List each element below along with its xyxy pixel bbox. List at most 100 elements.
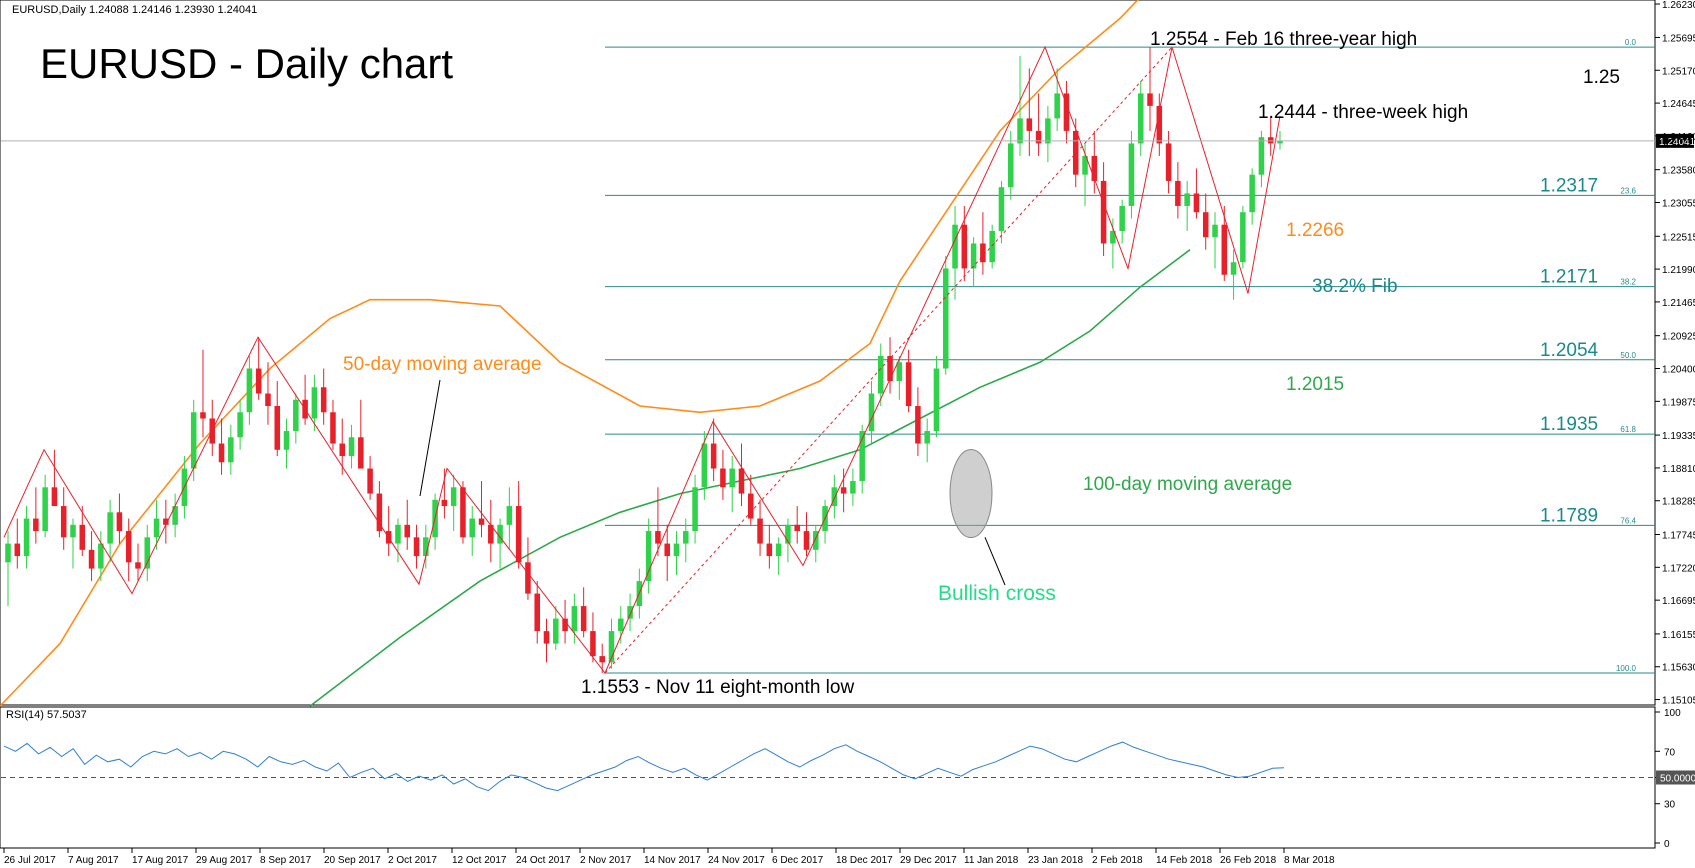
candle-body-24 [228,437,234,463]
date-axis: 26 Jul 2017 7 Aug 2017 17 Aug 2017 29 Aug 2… [3,848,1335,866]
candle-body-79 [738,468,745,494]
candle-body-124 [1156,105,1163,144]
candle-body-8 [79,524,86,550]
candle-body-93 [868,393,875,432]
candle-body-86 [803,531,810,550]
candle-body-52 [488,524,494,544]
price-tick-label-5: 1.23580 [1662,166,1695,177]
candle-body-30 [283,431,290,450]
ma100-value-label: 1.2015 [1286,374,1344,395]
candle-body-112 [1045,118,1051,144]
date-tick-label-17: 2 Feb 2018 [1092,855,1143,866]
fib-pct-3: 50.0 [1620,351,1636,360]
date-tick-label-4: 8 Sep 2017 [260,855,312,866]
fib-pct-6: 100.0 [1616,664,1637,673]
candle-body-0 [5,543,11,563]
price-tick-label-7: 1.22515 [1662,232,1695,243]
current-price-value: 1.24041 [1659,137,1695,148]
candle-body-43 [404,524,411,538]
price-tick-label-14: 1.18810 [1662,464,1695,475]
date-tick-label-16: 23 Jan 2018 [1028,855,1083,866]
candle-body-80 [748,493,754,519]
price-tick-label-6: 1.23055 [1662,199,1695,210]
candle-body-36 [339,443,346,457]
candle-body-2 [23,518,30,557]
candle-body-125 [1165,143,1172,181]
date-tick-label-9: 2 Nov 2017 [580,855,632,866]
date-tick-label-5: 20 Sep 2017 [324,855,381,866]
candle-body-135 [1258,137,1265,175]
candle-body-118 [1100,180,1107,244]
price-tick-label-15: 1.18285 [1662,497,1695,508]
candle-body-78 [729,468,735,488]
candle-body-113 [1054,93,1060,119]
candle-body-72 [673,543,680,557]
ma50-pointer [419,379,441,497]
candle-body-44 [413,537,420,557]
candle-body-14 [135,562,141,569]
fib-value-label-5: 1.1789 [1540,505,1598,526]
candle-body-91 [850,481,856,494]
candle-body-70 [655,531,661,544]
candle-body-132 [1230,262,1237,275]
fib-382-label: 38.2% Fib [1312,276,1398,297]
date-tick-label-3: 29 Aug 2017 [196,855,253,866]
fib-pct-2: 38.2 [1620,278,1636,287]
price-tick-label-21: 1.15105 [1662,696,1695,707]
candle-body-131 [1221,224,1228,275]
price-tick-label-17: 1.17220 [1662,563,1695,574]
date-tick-label-6: 2 Oct 2017 [388,855,437,866]
date-tick-label-7: 12 Oct 2017 [452,855,507,866]
candle-body-92 [859,431,865,482]
price-tick-label-20: 1.15630 [1662,663,1695,674]
candle-body-84 [785,524,791,544]
candle-body-28 [265,393,271,407]
level-125-label: 1.25 [1583,67,1620,88]
candle-body-128 [1193,193,1200,213]
price-tick-label-2: 1.25170 [1662,66,1695,77]
candle-body-26 [246,368,253,413]
fib-pct-0: 0.0 [1625,38,1637,47]
rsi-tick-label-1: 70 [1664,747,1676,758]
zigzag-line [3,45,1281,674]
candle-body-59 [553,618,559,644]
candle-body-55 [515,506,522,563]
bullish-cross-ellipse [949,449,993,539]
candle-body-21 [200,412,206,419]
candle-body-4 [42,487,48,532]
candle-body-42 [395,524,401,544]
candle-body-103 [961,224,968,269]
candle-body-67 [627,606,633,619]
date-tick-label-14: 29 Dec 2017 [900,855,957,866]
candle-body-23 [218,443,225,463]
date-tick-label-0: 26 Jul 2017 [4,855,56,866]
candle-body-15 [144,537,151,569]
candlesticks [5,47,1283,673]
candle-body-136 [1267,137,1274,144]
candle-body-16 [153,518,160,538]
candle-body-65 [608,631,615,663]
date-tick-label-13: 18 Dec 2017 [836,855,893,866]
price-tick-label-0: 1.26230 [1662,0,1695,11]
candle-body-129 [1202,212,1209,238]
candle-body-96 [896,362,903,382]
candle-body-122 [1137,93,1144,144]
candle-body-123 [1147,93,1153,106]
price-panel-frame [0,0,1656,706]
three-year-high-label: 1.2554 - Feb 16 three-year high [1150,29,1417,50]
fib-value-label-1: 1.2317 [1540,175,1598,196]
price-tick-label-19: 1.16155 [1662,630,1695,641]
rsi-tick-label-3: 30 [1664,800,1676,811]
ma100-label: 100-day moving average [1083,474,1292,495]
price-tick-label-12: 1.19875 [1662,397,1695,408]
candle-body-100 [933,368,940,432]
date-tick-label-20: 8 Mar 2018 [1284,855,1335,866]
candle-body-74 [692,487,698,532]
candle-body-81 [757,518,763,544]
candle-body-95 [887,356,893,382]
ma50-line [0,0,1139,707]
price-tick-label-10: 1.20925 [1662,332,1695,343]
candle-body-61 [571,606,578,632]
candle-body-71 [664,543,670,557]
price-tick-label-3: 1.24645 [1662,99,1695,110]
